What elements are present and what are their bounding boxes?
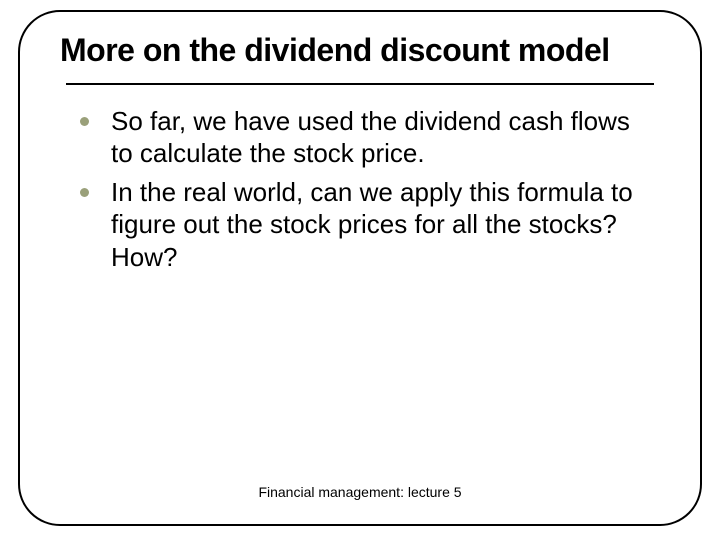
list-item: In the real world, can we apply this for… [80,176,650,274]
bullet-list: So far, we have used the dividend cash f… [80,105,650,274]
body-block: So far, we have used the dividend cash f… [20,85,700,274]
list-item: So far, we have used the dividend cash f… [80,105,650,170]
bullet-icon [80,117,89,126]
bullet-text: So far, we have used the dividend cash f… [111,105,650,170]
bullet-icon [80,188,89,197]
slide-title: More on the dividend discount model [60,32,660,69]
slide-footer: Financial management: lecture 5 [20,484,700,500]
bullet-text: In the real world, can we apply this for… [111,176,650,274]
title-block: More on the dividend discount model [20,12,700,77]
slide-frame: More on the dividend discount model So f… [18,10,702,526]
